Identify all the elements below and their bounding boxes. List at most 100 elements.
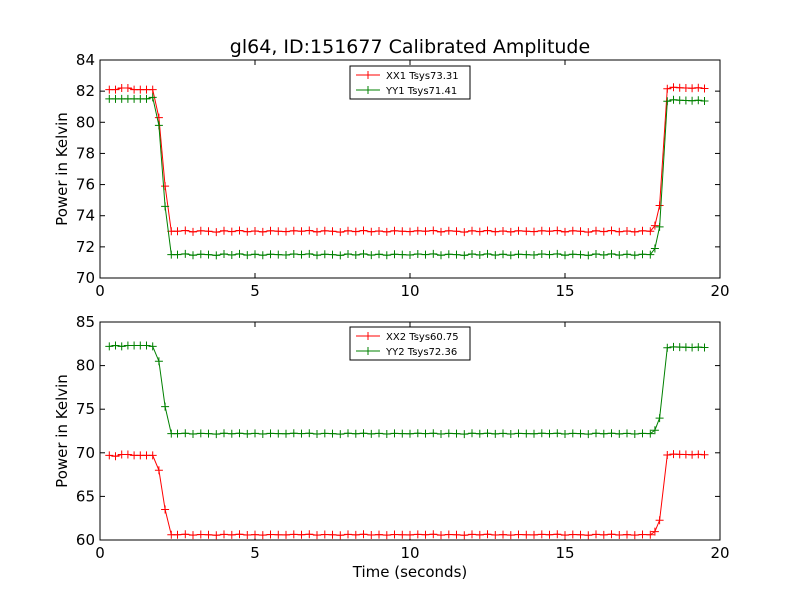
data-point	[282, 530, 290, 539]
data-point	[460, 251, 469, 260]
data-point	[344, 226, 352, 235]
data-point	[282, 227, 290, 236]
data-point	[530, 227, 538, 236]
data-point	[421, 429, 430, 438]
data-point	[537, 530, 546, 539]
data-point	[444, 530, 453, 539]
data-point	[700, 343, 709, 352]
data-point	[375, 429, 383, 438]
data-point	[460, 228, 469, 237]
data-point	[561, 251, 569, 260]
data-point	[351, 251, 360, 259]
data-point	[398, 429, 407, 438]
data-point	[475, 530, 484, 539]
data-point	[514, 226, 523, 235]
data-point	[491, 251, 500, 260]
data-point	[204, 250, 213, 259]
data-point	[220, 429, 228, 438]
data-point	[568, 429, 577, 438]
data-point	[663, 451, 672, 459]
data-point	[289, 429, 298, 438]
data-point	[475, 429, 484, 438]
x-tick-label: 20	[710, 544, 729, 562]
data-point	[235, 530, 244, 539]
data-point	[638, 429, 647, 438]
data-point	[111, 85, 120, 94]
bottom-subplot: 0 5 10 15 20 60 65 70 75 80 85 Power in Kelvin XX2 T…	[53, 313, 730, 562]
data-point	[382, 430, 391, 438]
data-point	[630, 430, 639, 438]
data-point	[148, 451, 157, 460]
data-point	[313, 227, 321, 236]
y-tick-label: 76	[76, 176, 95, 194]
data-point	[429, 429, 438, 438]
legend-box	[349, 65, 471, 100]
data-point	[258, 251, 267, 260]
data-point	[584, 251, 593, 260]
data-point	[305, 429, 314, 438]
data-point	[553, 530, 562, 539]
data-point	[212, 228, 221, 237]
data-point	[336, 531, 345, 540]
data-point	[173, 429, 182, 438]
data-point	[105, 451, 114, 460]
data-point	[320, 250, 329, 259]
data-point	[615, 227, 624, 236]
data-point	[161, 402, 170, 411]
data-point	[382, 531, 391, 540]
data-point	[623, 227, 631, 235]
data-point	[475, 227, 484, 236]
data-point	[313, 531, 321, 540]
data-point	[491, 531, 500, 539]
data-point	[398, 250, 407, 259]
data-point	[375, 227, 383, 235]
data-point	[375, 530, 383, 539]
x-tick-label: 0	[95, 282, 105, 300]
axes-frame	[99, 321, 721, 541]
data-point	[700, 84, 709, 93]
data-point	[553, 249, 562, 258]
data-point	[367, 227, 376, 236]
data-point	[367, 531, 376, 539]
data-point	[344, 250, 352, 258]
data-point	[297, 530, 306, 539]
data-point	[181, 429, 190, 438]
data-point	[154, 121, 163, 130]
data-point	[599, 227, 608, 236]
data-point	[313, 430, 321, 438]
data-point	[344, 530, 352, 539]
data-point	[189, 531, 197, 540]
data-point	[452, 227, 461, 236]
data-point	[506, 531, 515, 540]
data-point	[196, 250, 205, 259]
data-point	[561, 227, 569, 236]
data-point	[297, 250, 306, 259]
data-point	[328, 429, 337, 438]
data-point	[243, 227, 252, 236]
chart-title: gl64, ID:151677 Calibrated Amplitude	[230, 36, 590, 58]
y-tick-label: 65	[76, 487, 95, 505]
data-point	[282, 251, 290, 259]
x-tick-label: 15	[555, 282, 574, 300]
data-point	[274, 227, 283, 236]
data-point	[437, 531, 445, 540]
data-point	[406, 530, 414, 539]
data-point	[173, 530, 182, 539]
data-point	[623, 250, 631, 259]
data-point	[181, 249, 190, 258]
data-point	[592, 250, 600, 258]
legend-marker	[364, 332, 372, 340]
data-point	[421, 530, 430, 539]
data-point	[655, 201, 664, 210]
data-point	[212, 430, 221, 439]
data-point	[251, 429, 259, 438]
data-point	[196, 530, 205, 539]
data-point	[638, 530, 647, 539]
data-point	[390, 530, 399, 539]
data-point	[305, 530, 314, 539]
data-point	[161, 182, 170, 191]
data-point	[235, 429, 244, 438]
data-point	[499, 429, 507, 438]
x-tick-label: 5	[250, 282, 260, 300]
data-point	[227, 251, 236, 259]
